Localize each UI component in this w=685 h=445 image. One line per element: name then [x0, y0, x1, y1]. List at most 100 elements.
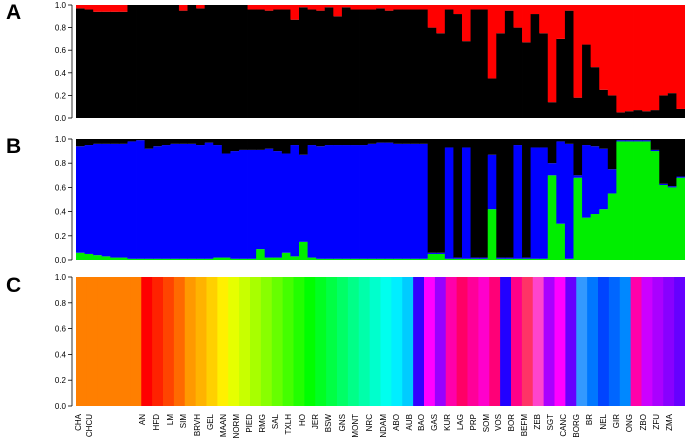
population-label: ZBO [639, 414, 648, 430]
bar-segment-1-26-1 [299, 154, 308, 242]
bar-segment-0-41-1 [427, 5, 437, 28]
bar-segment-1-22-2 [264, 139, 274, 149]
bar-segment-0-26-1 [299, 5, 308, 8]
bar-segment-0-28-0 [316, 10, 326, 118]
bar-segment-0-19-0 [238, 5, 248, 118]
bar-segment-0-34-1 [367, 5, 377, 10]
bar-segment-1-16-1 [213, 145, 223, 258]
bar-segment-2-53 [652, 277, 664, 406]
bar-segment-1-62-2 [607, 139, 617, 170]
bar-segment-2-9 [173, 277, 186, 406]
bar-segment-0-58-1 [573, 5, 583, 98]
bar-segment-1-27-0 [307, 257, 317, 260]
bar-segment-1-41-1 [427, 252, 437, 254]
bar-segment-0-44-0 [453, 14, 463, 118]
bar-segment-0-33-0 [359, 9, 369, 118]
bar-segment-0-14-0 [196, 8, 206, 119]
bar-segment-1-9-2 [153, 139, 163, 147]
bar-segment-1-62-0 [607, 193, 617, 260]
population-label: ABO [392, 414, 401, 431]
bar-segment-0-1-0 [84, 9, 94, 118]
population-label: LM [166, 414, 175, 425]
panel-b-y-axis: 0.0 0.2 0.4 0.6 0.8 1.0 [55, 135, 73, 265]
bar-segment-1-1-1 [84, 145, 94, 254]
bar-segment-0-64-0 [624, 111, 634, 118]
bar-segment-1-8-0 [144, 258, 154, 260]
bar-segment-1-7-2 [136, 139, 146, 141]
bar-segment-1-3-2 [101, 139, 111, 144]
bar-segment-0-60-1 [590, 5, 600, 68]
bar-segment-0-45-1 [461, 5, 471, 42]
bar-segment-2-32 [424, 277, 436, 406]
bar-segment-0-27-1 [307, 5, 317, 10]
bar-segment-1-59-1 [582, 145, 592, 218]
bar-segment-1-28-2 [316, 139, 326, 147]
bar-segment-0-48-0 [487, 78, 497, 118]
bar-segment-0-23-0 [273, 9, 283, 118]
bar-segment-2-5 [130, 277, 142, 406]
y-tick-label: 0.0 [55, 402, 67, 411]
bar-segment-0-67-1 [650, 5, 660, 111]
bar-segment-0-39-0 [410, 9, 420, 118]
population-label: BORG [572, 414, 581, 438]
bar-segment-0-5-1 [118, 5, 128, 12]
bar-segment-1-37-1 [393, 143, 403, 259]
bar-segment-1-38-0 [401, 258, 411, 260]
panel-c-label: C [6, 274, 21, 297]
population-label: NDAM [379, 414, 388, 438]
bar-segment-0-3-1 [101, 5, 111, 12]
population-label: TXLH [284, 414, 293, 435]
bar-segment-0-18-0 [230, 5, 240, 118]
bar-segment-1-5-0 [118, 257, 128, 260]
bar-segment-1-36-2 [384, 139, 394, 143]
bar-segment-1-53-1 [530, 147, 540, 259]
bar-segment-0-32-0 [350, 9, 360, 118]
bar-segment-2-49 [608, 277, 621, 406]
bar-segment-1-3-1 [101, 143, 111, 257]
bar-segment-1-65-0 [633, 141, 643, 260]
bar-segment-1-68-2 [659, 139, 669, 184]
bar-segment-1-66-1 [642, 140, 652, 142]
bar-segment-1-50-0 [504, 258, 514, 260]
bar-segment-1-19-1 [238, 149, 248, 259]
population-label: VOS [494, 414, 503, 431]
bar-segment-1-18-0 [230, 258, 240, 260]
bar-segment-0-47-0 [479, 9, 489, 118]
bar-segment-1-27-2 [307, 139, 317, 146]
bar-segment-0-14-1 [196, 5, 206, 9]
bar-segment-0-36-0 [384, 10, 394, 118]
bar-segment-2-34 [445, 277, 458, 406]
bar-segment-0-68-1 [659, 5, 669, 96]
bar-segment-2-24 [337, 277, 349, 406]
bar-segment-1-12-1 [178, 143, 188, 259]
bar-segment-2-29 [391, 277, 403, 406]
bar-segment-1-30-1 [333, 145, 343, 259]
population-label: SIM [179, 414, 188, 429]
bar-segment-0-54-0 [539, 33, 549, 118]
population-label: PIED [245, 414, 254, 433]
bar-segment-1-17-1 [221, 153, 231, 258]
y-tick-label: 1.0 [55, 1, 67, 10]
bar-segment-1-35-1 [376, 142, 386, 259]
bar-segment-1-33-0 [359, 258, 369, 260]
bar-segment-1-41-2 [427, 139, 437, 253]
panel-a-y-axis: 0.0 0.2 0.4 0.6 0.8 1.0 [55, 1, 73, 123]
bar-segment-0-64-1 [624, 5, 634, 112]
bar-segment-1-70-1 [676, 176, 685, 178]
bar-segment-1-65-2 [633, 139, 643, 141]
bar-segment-1-31-1 [341, 145, 351, 259]
y-tick-label: 0.6 [55, 46, 67, 55]
bar-segment-1-57-1 [564, 143, 574, 259]
bar-segment-0-65-1 [633, 5, 643, 111]
bar-segment-0-38-1 [401, 5, 411, 10]
bar-segment-2-42 [532, 277, 545, 406]
bar-segment-0-49-1 [496, 5, 506, 34]
bar-segment-1-40-0 [419, 258, 429, 260]
bar-segment-1-27-1 [307, 145, 317, 258]
bar-segment-0-0-1 [76, 5, 85, 9]
bar-segment-0-66-1 [642, 5, 652, 112]
bar-segment-1-43-1 [444, 147, 454, 259]
bar-segment-0-54-1 [539, 5, 549, 34]
bar-segment-0-15-0 [204, 5, 214, 118]
bar-segment-1-33-2 [359, 139, 369, 146]
